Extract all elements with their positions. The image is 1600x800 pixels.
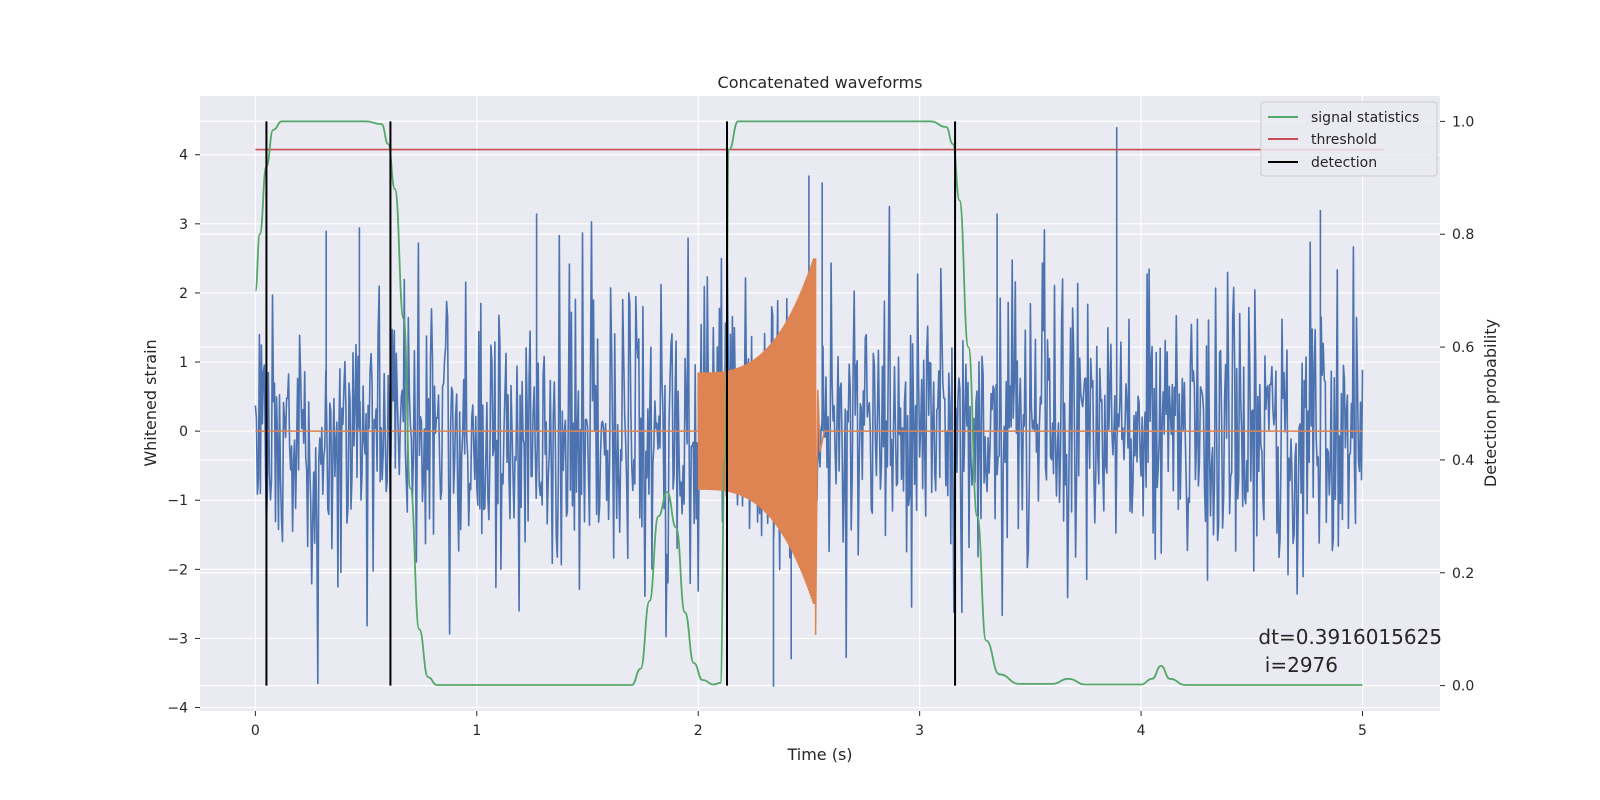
y2-tick-label: 0.6: [1452, 340, 1474, 356]
annotation-dt: dt=0.3916015625: [1258, 625, 1442, 649]
y-tick-label: 4: [179, 148, 188, 164]
y2-tick-label: 0.4: [1452, 453, 1474, 469]
legend-box: [1260, 101, 1438, 177]
x-axis-label: Time (s): [786, 745, 852, 764]
x-tick-label: 1: [472, 723, 481, 739]
y-tick-label: −1: [167, 493, 188, 509]
x-tick-label: 5: [1358, 723, 1367, 739]
legend: signal statistics threshold detection: [1260, 101, 1438, 177]
data-series: [254, 120, 1385, 687]
annotation-index: i=2976: [1258, 653, 1338, 677]
series-injected-waveform: [255, 258, 1363, 635]
y2-axis-label: Detection probability: [1481, 319, 1500, 487]
series-signal-statistics: [254, 120, 1363, 686]
annotation: dt=0.3916015625 i=2976: [1258, 625, 1442, 677]
x-tick-label: 2: [694, 723, 703, 739]
legend-label-threshold: threshold: [1311, 132, 1377, 148]
x-tick-label: 3: [915, 723, 924, 739]
x-tick-label: 0: [251, 723, 260, 739]
y-tick-label: 1: [179, 355, 188, 371]
y2-tick-label: 1.0: [1452, 114, 1474, 130]
y2-tick-label: 0.0: [1452, 679, 1474, 695]
legend-label-detection: detection: [1311, 155, 1377, 171]
y-tick-label: −3: [167, 631, 188, 647]
y2-tick-label: 0.8: [1452, 227, 1474, 243]
y-axis-label: Whitened strain: [141, 339, 160, 466]
axis-ticks: 0 1 2 3 4 5 −4 −3 −2 −1 0 1 2 3 4 0.0 0.2 0.4 0.6 0.8 1.0: [167, 114, 1474, 739]
y-tick-label: 3: [179, 217, 188, 233]
legend-label-signal-statistics: signal statistics: [1311, 110, 1419, 126]
y-tick-label: −4: [167, 701, 188, 717]
x-tick-label: 4: [1137, 723, 1146, 739]
y-tick-label: −2: [167, 562, 188, 578]
y-tick-label: 0: [179, 424, 188, 440]
chart-title: Concatenated waveforms: [718, 73, 923, 92]
y-tick-label: 2: [179, 286, 188, 302]
y2-tick-label: 0.2: [1452, 566, 1474, 582]
